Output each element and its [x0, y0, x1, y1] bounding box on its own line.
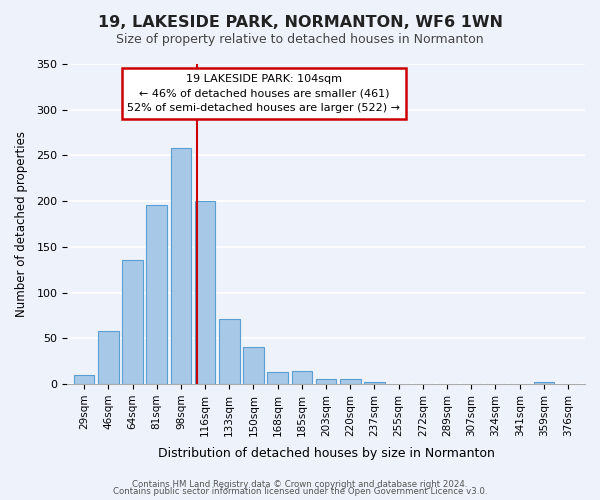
Bar	[364, 382, 385, 384]
Bar	[74, 375, 94, 384]
Bar	[219, 319, 239, 384]
Text: Contains HM Land Registry data © Crown copyright and database right 2024.: Contains HM Land Registry data © Crown c…	[132, 480, 468, 489]
Bar	[146, 205, 167, 384]
Text: Contains public sector information licensed under the Open Government Licence v3: Contains public sector information licen…	[113, 487, 487, 496]
Bar	[292, 371, 312, 384]
Bar	[195, 201, 215, 384]
Text: Size of property relative to detached houses in Normanton: Size of property relative to detached ho…	[116, 32, 484, 46]
Bar	[98, 331, 119, 384]
Y-axis label: Number of detached properties: Number of detached properties	[15, 131, 28, 317]
X-axis label: Distribution of detached houses by size in Normanton: Distribution of detached houses by size …	[158, 447, 494, 460]
Bar	[122, 260, 143, 384]
Bar	[170, 148, 191, 384]
Bar	[340, 378, 361, 384]
Bar	[268, 372, 288, 384]
Bar	[533, 382, 554, 384]
Bar	[316, 380, 337, 384]
Bar	[243, 346, 264, 384]
Text: 19 LAKESIDE PARK: 104sqm
← 46% of detached houses are smaller (461)
52% of semi-: 19 LAKESIDE PARK: 104sqm ← 46% of detach…	[127, 74, 400, 113]
Text: 19, LAKESIDE PARK, NORMANTON, WF6 1WN: 19, LAKESIDE PARK, NORMANTON, WF6 1WN	[97, 15, 503, 30]
